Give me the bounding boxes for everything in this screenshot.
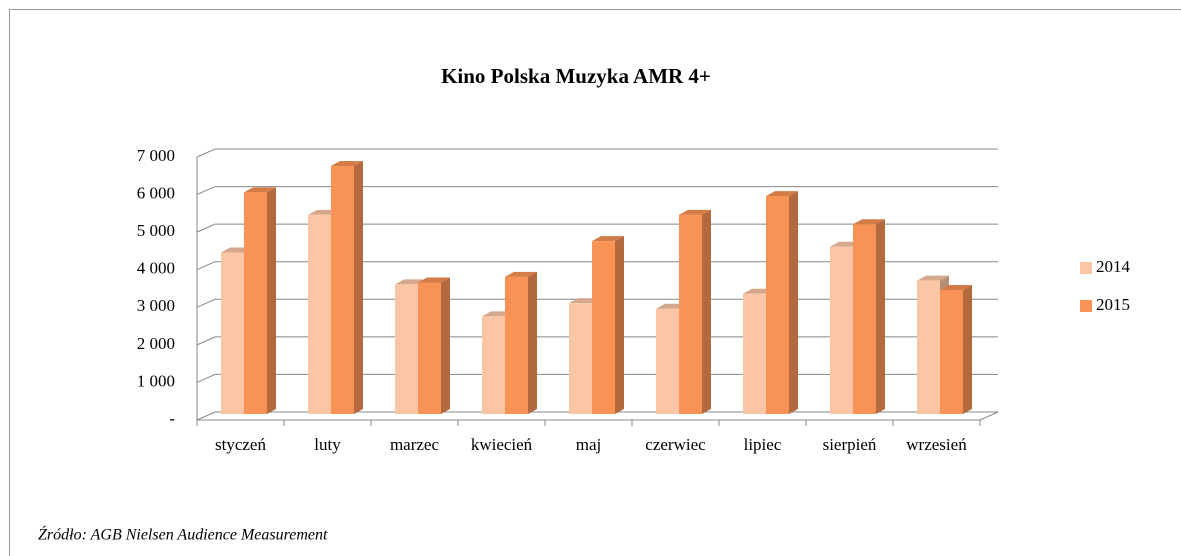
legend-swatch (1080, 300, 1092, 312)
y-tick-label: 2 000 (137, 334, 175, 353)
chart-title: Kino Polska Muzyka AMR 4+ (441, 64, 711, 88)
bar-face (940, 285, 972, 291)
bar-face (505, 276, 528, 414)
bar-face (656, 308, 679, 414)
source-note: Źródło: AGB Nielsen Audience Measurement (38, 525, 328, 544)
bar-face (679, 214, 702, 414)
bar-face (308, 214, 331, 414)
bar (331, 161, 363, 414)
bar-face (853, 219, 885, 225)
y-tick-label: 4 000 (137, 259, 175, 278)
legend-label: 2015 (1096, 295, 1130, 314)
grid-line (196, 261, 998, 271)
legend-swatch (1080, 262, 1092, 274)
bar-face (592, 236, 624, 242)
bar-face (876, 219, 885, 414)
bar-face (853, 224, 876, 414)
bar-face (963, 285, 972, 414)
bar-face (569, 303, 592, 414)
bar (940, 285, 972, 414)
legend-label: 2014 (1096, 257, 1131, 276)
x-tick-label: marzec (390, 435, 440, 454)
bar-face (505, 271, 537, 277)
bar-face (482, 316, 505, 414)
bar-face (743, 293, 766, 414)
bar (505, 271, 537, 414)
x-tick-label: luty (314, 435, 341, 454)
x-tick-label: wrzesień (906, 435, 967, 454)
bar-face (679, 209, 711, 215)
y-tick-label: 3 000 (137, 296, 175, 315)
grid-line (196, 411, 998, 421)
y-tick-label: 6 000 (137, 183, 175, 202)
bar-face (331, 166, 354, 414)
bar-face (766, 191, 798, 197)
x-tick-label: styczeń (215, 435, 266, 454)
bar-face (244, 192, 267, 414)
x-tick-label: sierpień (823, 435, 877, 454)
bar (766, 191, 798, 414)
grid-line (196, 336, 998, 346)
grid-line (196, 186, 998, 196)
x-tick-label: maj (576, 435, 602, 454)
bar-face (267, 187, 276, 414)
bar-face (615, 236, 624, 414)
bar-face (395, 284, 418, 414)
bar (853, 219, 885, 414)
grid-line (196, 373, 998, 383)
grid-line (196, 298, 998, 308)
bar-face (528, 271, 537, 414)
bar-face (940, 290, 963, 414)
bar-face (702, 209, 711, 414)
y-tick-label: 7 000 (137, 146, 175, 165)
y-tick-label: 1 000 (137, 371, 175, 390)
grid-line (196, 148, 998, 158)
bar-face (592, 241, 615, 414)
grid-line (196, 223, 998, 233)
y-tick-label: - (169, 409, 175, 428)
bar-face (830, 246, 853, 414)
x-tick-label: lipiec (744, 435, 782, 454)
bar-face (244, 187, 276, 193)
x-tick-label: kwiecień (471, 435, 533, 454)
bar-face (221, 252, 244, 414)
bar-face (917, 275, 949, 281)
bar (418, 277, 450, 414)
bar (592, 236, 624, 414)
bar-face (418, 277, 450, 283)
bar (244, 187, 276, 414)
bar-face (418, 282, 441, 414)
bar (679, 209, 711, 414)
bar-face (917, 280, 940, 414)
bar-face (331, 161, 363, 167)
y-tick-label: 5 000 (137, 221, 175, 240)
bar-face (766, 196, 789, 414)
x-tick-label: czerwiec (645, 435, 706, 454)
bar-face (354, 161, 363, 414)
bar-face (789, 191, 798, 414)
bar-face (441, 277, 450, 414)
